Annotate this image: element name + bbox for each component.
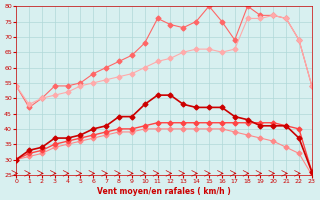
X-axis label: Vent moyen/en rafales ( km/h ): Vent moyen/en rafales ( km/h ) [97,187,231,196]
